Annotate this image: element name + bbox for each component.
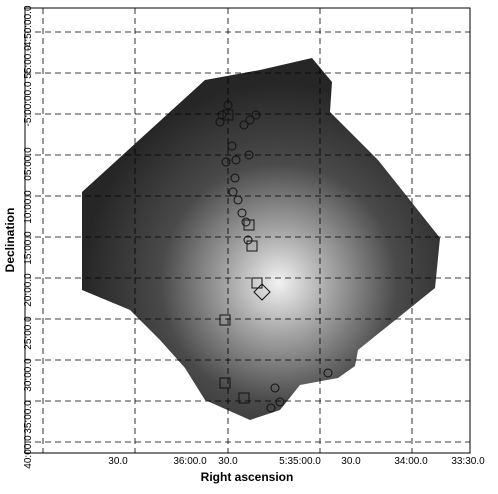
- x-tick-label: 34:00.0: [394, 456, 428, 467]
- marker: [239, 120, 249, 130]
- marker: [228, 187, 238, 197]
- marker: [221, 157, 231, 167]
- y-tick-label: 40:00.0: [23, 435, 34, 469]
- marker: [323, 368, 333, 378]
- marker: [217, 110, 227, 120]
- marker: [215, 117, 225, 127]
- marker: [251, 110, 261, 120]
- marker: [244, 150, 254, 160]
- x-tick-label: 36:00.0: [173, 456, 207, 467]
- marker: [246, 240, 258, 252]
- marker: [219, 377, 231, 389]
- marker: [275, 397, 285, 407]
- y-tick-label: 20:00.0: [23, 273, 34, 307]
- y-tick-label: 05:00.0: [23, 147, 34, 181]
- source-markers: [215, 100, 333, 413]
- marker: [251, 277, 263, 289]
- marker: [245, 115, 255, 125]
- marker: [222, 109, 234, 121]
- x-tick-label: 30.0: [218, 456, 238, 467]
- sky-image: [82, 58, 440, 420]
- marker: [230, 173, 240, 183]
- y-tick-label: 10:00.0: [23, 190, 34, 224]
- marker: [266, 403, 276, 413]
- marker: [270, 383, 280, 393]
- y-tick-label: 15:00.0: [23, 231, 34, 265]
- marker: [227, 141, 237, 151]
- marker: [253, 283, 271, 301]
- marker: [223, 100, 233, 110]
- y-tick-label: 55:00.0: [23, 45, 34, 79]
- x-tick-label: 5:35:00.0: [279, 456, 321, 467]
- y-tick-label: 30:00.0: [23, 358, 34, 392]
- marker: [231, 155, 241, 165]
- marker: [241, 217, 251, 227]
- x-tick-label: 33:30.0: [451, 456, 485, 467]
- x-axis-label: Right ascension: [201, 470, 294, 484]
- marker: [233, 195, 243, 205]
- y-axis-label: Declination: [3, 208, 17, 273]
- x-tick-label: 30.0: [341, 456, 361, 467]
- y-tick-label: 35:00.0: [23, 400, 34, 434]
- marker: [243, 235, 253, 245]
- x-tick-label: 30.0: [108, 456, 128, 467]
- marker: [237, 208, 247, 218]
- y-tick-label: -4:50:00.0: [23, 5, 34, 50]
- grid: [25, 8, 470, 453]
- marker: [219, 314, 231, 326]
- marker: [238, 392, 250, 404]
- y-tick-label: -5:00:00.0: [23, 81, 34, 126]
- y-tick-label: 25:00.0: [23, 316, 34, 350]
- marker: [243, 219, 255, 231]
